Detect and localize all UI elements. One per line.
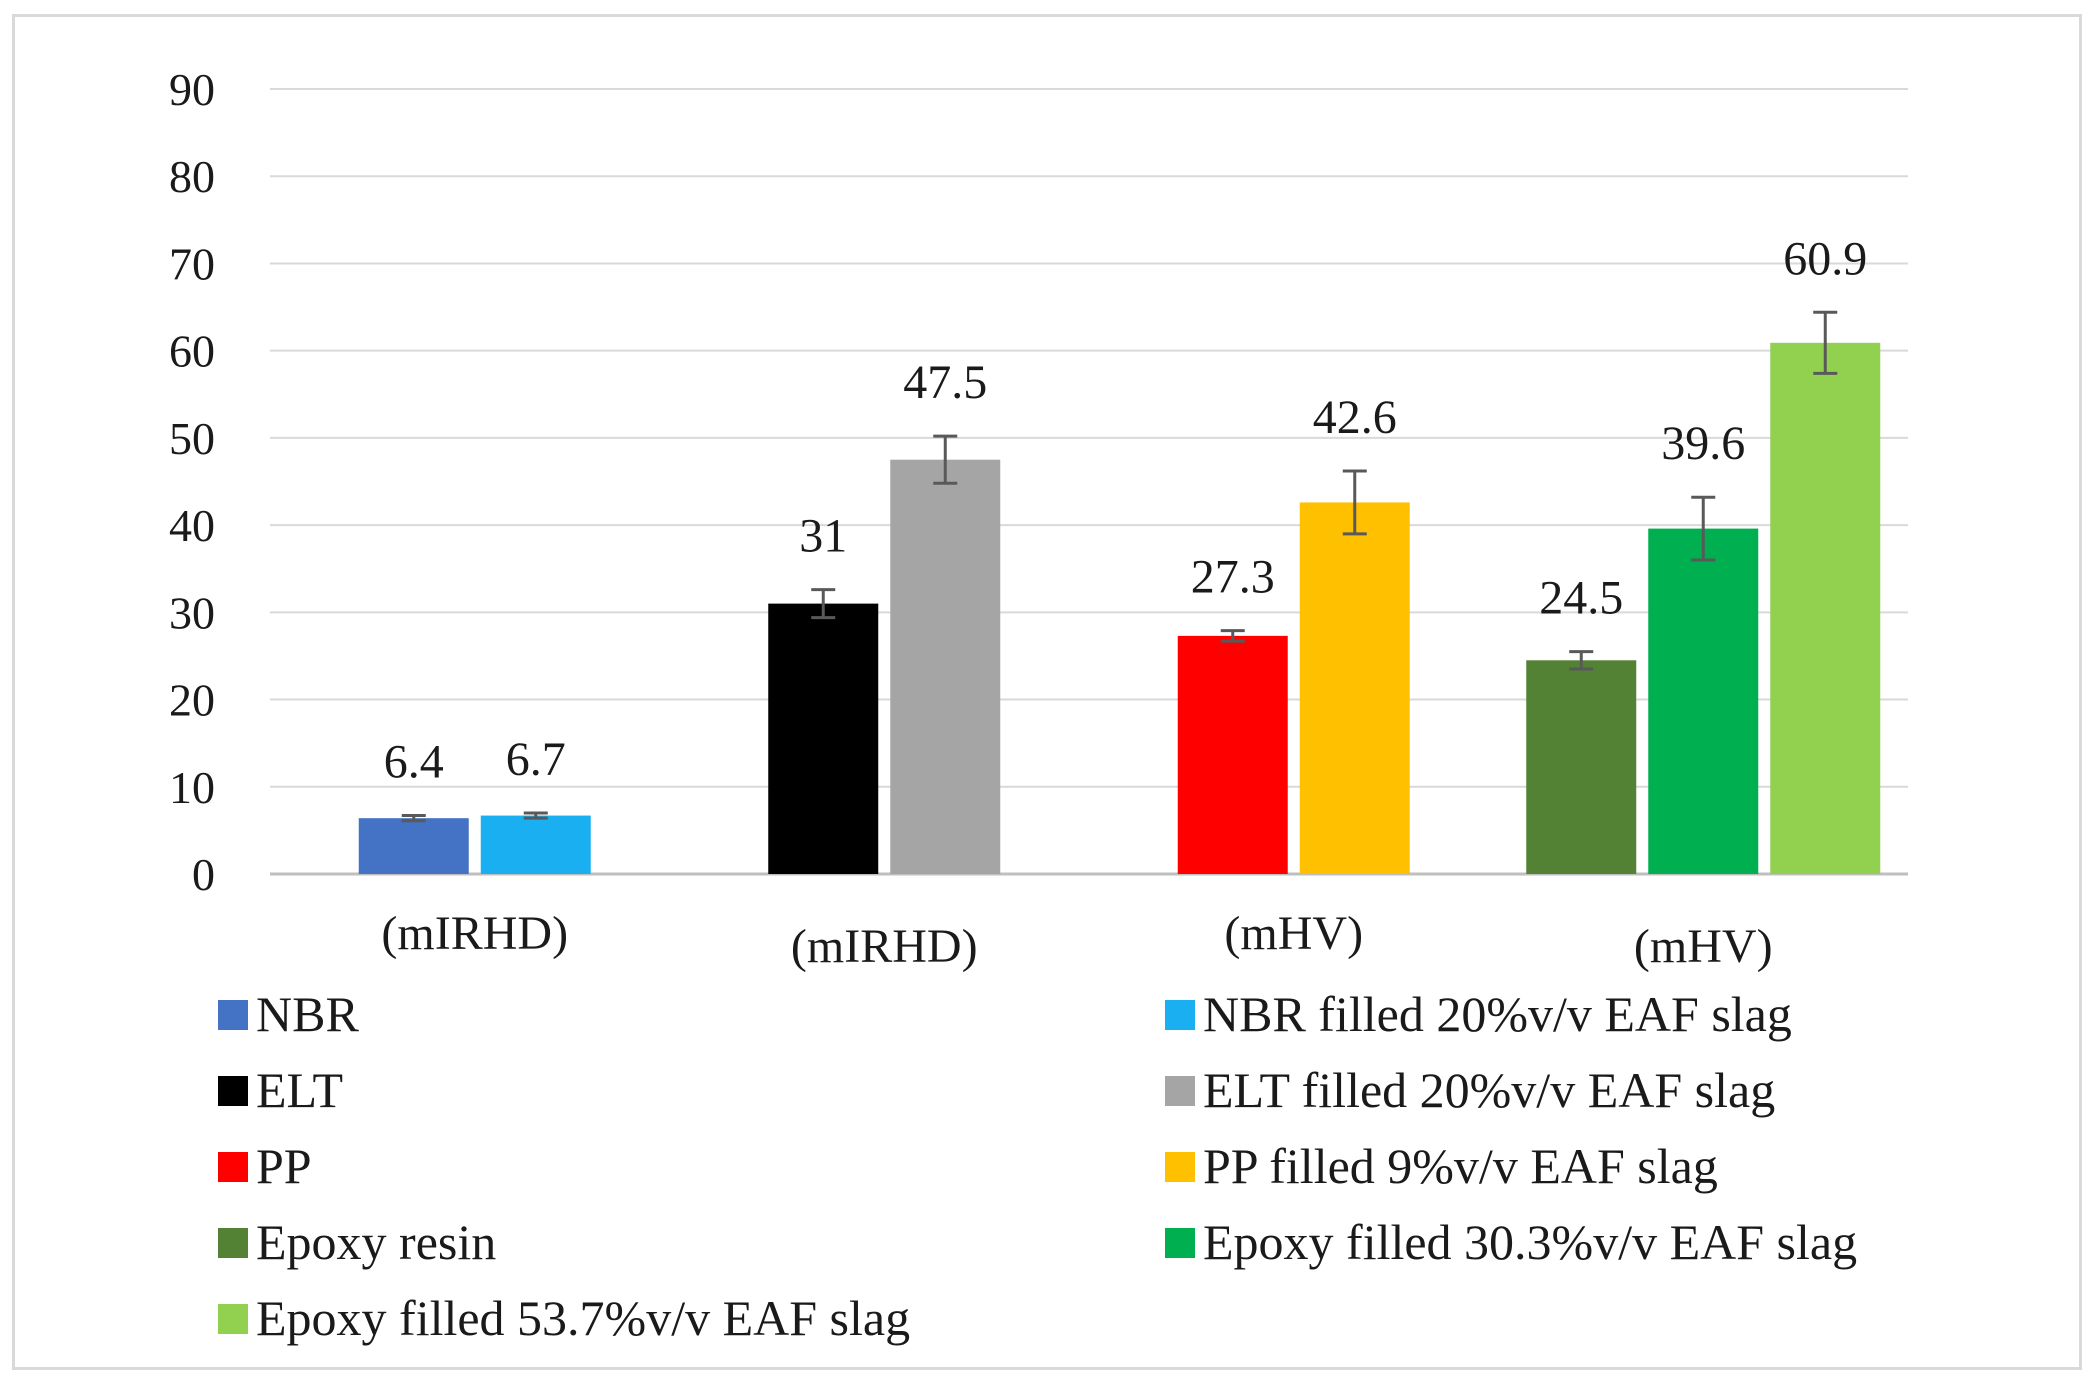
chart-frame: 0 10 20 30 40 50 60 70 80 90 6.4 6.7 31 47.5 27.3 42.6… — [12, 14, 2082, 1370]
bar-pp — [1177, 635, 1288, 874]
bar-epoxy-resin — [1526, 660, 1637, 874]
legend-label-epoxy-filled-30-3-v-v-eaf-slag: Epoxy filled 30.3%v/v EAF slag — [1203, 1214, 1857, 1270]
bar-pp-filled-9-v-v-eaf-slag — [1299, 502, 1410, 874]
legend-label-pp-filled-9-v-v-eaf-slag: PP filled 9%v/v EAF slag — [1203, 1138, 1718, 1194]
data-label: 47.5 — [903, 356, 987, 409]
legend-swatch-epoxy-filled-30-3-v-v-eaf-slag — [1165, 1228, 1195, 1258]
legend-label-pp: PP — [256, 1138, 312, 1194]
y-tick-label: 0 — [192, 849, 215, 900]
data-label: 24.5 — [1539, 572, 1623, 625]
legend-label-epoxy-filled-53-7-v-v-eaf-slag: Epoxy filled 53.7%v/v EAF slag — [256, 1290, 910, 1346]
gridlines — [270, 88, 1908, 876]
legend-swatch-epoxy-filled-53-7-v-v-eaf-slag — [218, 1304, 248, 1334]
legend-swatch-epoxy-resin — [218, 1228, 248, 1258]
bar-elt — [768, 603, 879, 874]
y-tick-label: 40 — [169, 500, 215, 551]
data-label: 6.4 — [384, 736, 444, 789]
data-label: 39.6 — [1661, 417, 1745, 470]
legend-swatch-pp — [218, 1152, 248, 1182]
y-tick-label: 10 — [169, 762, 215, 813]
bar-elt-filled-20-v-v-eaf-slag — [890, 459, 1001, 874]
legend-swatch-elt-filled-20-v-v-eaf-slag — [1165, 1076, 1195, 1106]
category-labels: (mIRHD) (mIRHD) (mHV) (mHV) — [381, 907, 1772, 973]
category-label: (mHV) — [1634, 920, 1773, 973]
y-tick-label: 60 — [169, 326, 215, 377]
bar-chart: 0 10 20 30 40 50 60 70 80 90 6.4 6.7 31 47.5 27.3 42.6… — [169, 64, 1908, 1346]
y-tick-label: 80 — [169, 151, 215, 202]
legend-label-nbr-filled-20-v-v-eaf-slag: NBR filled 20%v/v EAF slag — [1203, 986, 1792, 1042]
error-bars — [401, 310, 1838, 823]
bar-nbr-filled-20-v-v-eaf-slag — [480, 815, 591, 874]
y-tick-label: 50 — [169, 413, 215, 464]
category-label: (mIRHD) — [381, 907, 568, 960]
category-label: (mIRHD) — [791, 920, 978, 973]
bars — [358, 342, 1881, 875]
data-labels: 6.4 6.7 31 47.5 27.3 42.6 24.5 39.6 60.9 — [384, 232, 1868, 788]
y-tick-label: 20 — [169, 675, 215, 726]
y-tick-label: 90 — [169, 64, 215, 115]
data-label: 27.3 — [1191, 551, 1275, 604]
legend-swatch-elt — [218, 1076, 248, 1106]
legend: NBR NBR filled 20%v/v EAF slag ELT ELT fill… — [218, 986, 1857, 1346]
bar-epoxy-filled-53-7-v-v-eaf-slag — [1770, 342, 1881, 875]
legend-label-elt: ELT — [256, 1062, 343, 1118]
category-label: (mHV) — [1224, 907, 1363, 960]
bar-nbr — [358, 818, 469, 874]
y-axis-ticks: 0 10 20 30 40 50 60 70 80 90 — [169, 64, 215, 900]
y-tick-label: 70 — [169, 238, 215, 289]
legend-label-elt-filled-20-v-v-eaf-slag: ELT filled 20%v/v EAF slag — [1203, 1062, 1775, 1118]
data-label: 60.9 — [1783, 232, 1867, 285]
legend-swatch-nbr-filled-20-v-v-eaf-slag — [1165, 1000, 1195, 1030]
legend-swatch-pp-filled-9-v-v-eaf-slag — [1165, 1152, 1195, 1182]
data-label: 6.7 — [506, 733, 566, 786]
y-tick-label: 30 — [169, 587, 215, 638]
legend-label-nbr: NBR — [256, 986, 359, 1042]
bar-epoxy-filled-30-3-v-v-eaf-slag — [1648, 528, 1759, 874]
legend-swatch-nbr — [218, 1000, 248, 1030]
data-label: 31 — [799, 510, 847, 563]
data-label: 42.6 — [1313, 391, 1397, 444]
legend-label-epoxy-resin: Epoxy resin — [256, 1214, 496, 1270]
